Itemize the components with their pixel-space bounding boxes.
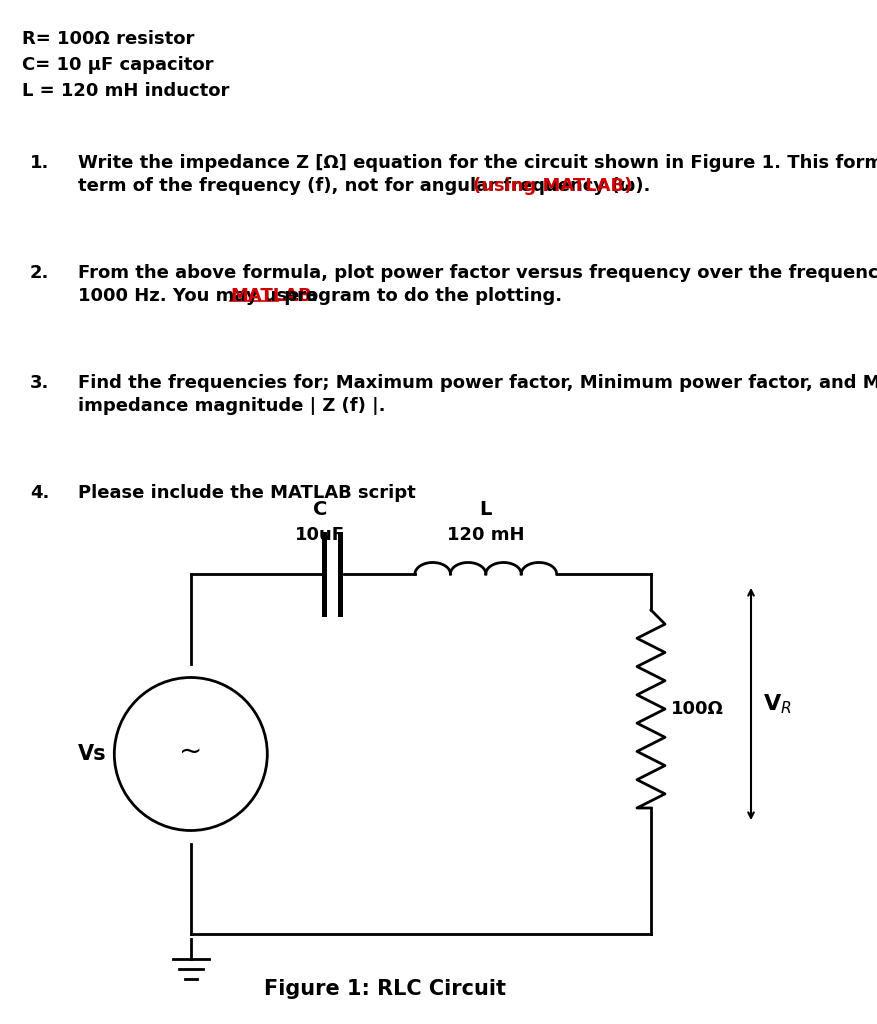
Text: V$_R$: V$_R$ — [763, 692, 792, 716]
Text: From the above formula, plot power factor versus frequency over the frequency ra: From the above formula, plot power facto… — [78, 264, 877, 282]
Text: 2.: 2. — [30, 264, 49, 282]
Text: term of the frequency (f), not for angular frequency (ω).: term of the frequency (f), not for angul… — [78, 177, 663, 195]
Text: 10uF: 10uF — [296, 526, 346, 544]
Text: ~: ~ — [179, 738, 203, 766]
Text: Figure 1: RLC Circuit: Figure 1: RLC Circuit — [265, 979, 507, 999]
Text: MATLAB: MATLAB — [230, 287, 311, 305]
Text: L: L — [480, 500, 492, 519]
Text: Vs: Vs — [78, 744, 106, 764]
Text: impedance magnitude | Z (f) |.: impedance magnitude | Z (f) |. — [78, 397, 386, 415]
Text: 1.: 1. — [30, 154, 49, 172]
Text: 1000 Hz. You may use a: 1000 Hz. You may use a — [78, 287, 324, 305]
Text: 3.: 3. — [30, 374, 49, 392]
Text: C= 10 μF capacitor: C= 10 μF capacitor — [22, 56, 213, 74]
Text: (using MATLAB): (using MATLAB) — [473, 177, 632, 195]
Text: Write the impedance Z [Ω] equation for the circuit shown in Figure 1. This formu: Write the impedance Z [Ω] equation for t… — [78, 154, 877, 172]
Text: L = 120 mH inductor: L = 120 mH inductor — [22, 82, 230, 100]
Text: Please include the MATLAB script: Please include the MATLAB script — [78, 484, 416, 502]
Text: Find the frequencies for; Maximum power factor, Minimum power factor, and Minimu: Find the frequencies for; Maximum power … — [78, 374, 877, 392]
Text: 100Ω: 100Ω — [671, 700, 724, 718]
Text: C: C — [313, 500, 328, 519]
Text: program to do the plotting.: program to do the plotting. — [278, 287, 562, 305]
Text: R= 100Ω resistor: R= 100Ω resistor — [22, 30, 195, 48]
Text: 120 mH: 120 mH — [447, 526, 524, 544]
Text: 4.: 4. — [30, 484, 49, 502]
